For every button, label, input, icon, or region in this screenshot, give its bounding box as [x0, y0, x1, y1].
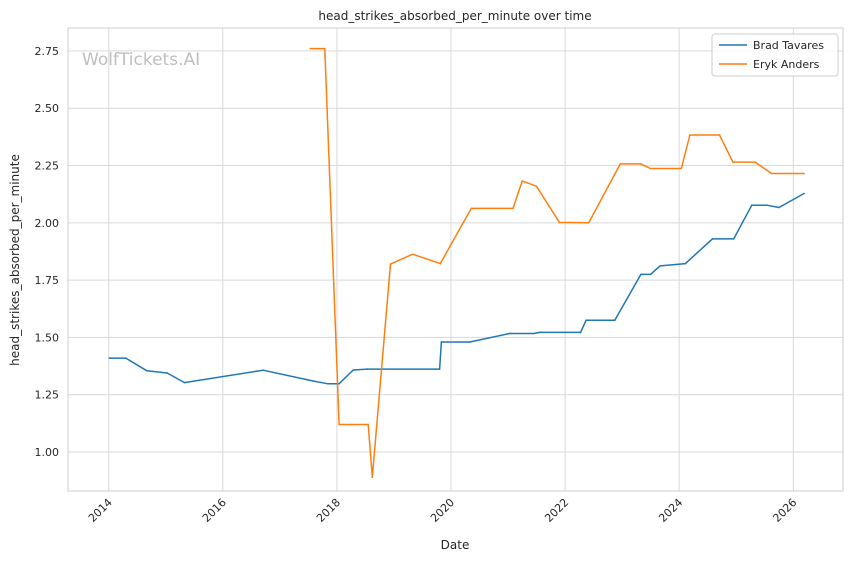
data-point-brad-tavares: [585, 319, 587, 322]
data-point-eryk-anders: [680, 167, 683, 170]
data-point-brad-tavares: [338, 382, 340, 385]
x-axis-title: Date: [441, 538, 470, 552]
data-point-eryk-anders: [439, 262, 442, 265]
plot-area: [68, 28, 843, 491]
plot-frame: [67, 27, 844, 492]
watermark: WolfTickets.AI: [82, 50, 200, 70]
data-point-eryk-anders: [470, 207, 473, 210]
data-point-brad-tavares: [469, 341, 471, 343]
data-point-eryk-anders: [367, 423, 370, 426]
data-point-brad-tavares: [125, 357, 127, 359]
data-point-brad-tavares: [751, 204, 753, 206]
data-point-brad-tavares: [640, 273, 642, 276]
data-point-eryk-anders: [411, 253, 414, 255]
data-point-brad-tavares: [614, 319, 616, 322]
data-point-brad-tavares: [803, 192, 805, 195]
data-point-eryk-anders: [732, 161, 734, 163]
data-point-eryk-anders: [649, 167, 652, 170]
data-point-eryk-anders: [309, 47, 312, 50]
y-tick-label: 1.75: [35, 274, 60, 287]
data-point-eryk-anders: [338, 423, 340, 426]
y-tick-label: 2.75: [35, 45, 60, 58]
data-point-eryk-anders: [558, 221, 561, 224]
legend: Brad Tavares Eryk Anders: [711, 33, 839, 77]
data-point-brad-tavares: [579, 331, 582, 334]
data-point-brad-tavares: [711, 238, 714, 240]
chart-title: head_strikes_absorbed_per_minute over ti…: [318, 9, 591, 23]
data-point-brad-tavares: [183, 381, 186, 384]
y-axis-title: head_strikes_absorbed_per_minute: [8, 154, 22, 366]
series-lines: [108, 47, 805, 479]
data-point-eryk-anders: [389, 263, 392, 265]
data-point-brad-tavares: [508, 332, 511, 335]
grid: [68, 28, 843, 491]
data-point-brad-tavares: [778, 206, 780, 209]
y-tick-label: 2.25: [35, 160, 60, 173]
y-tick-label: 1.25: [35, 389, 60, 402]
data-point-eryk-anders: [718, 134, 721, 136]
data-point-eryk-anders: [521, 180, 523, 182]
data-point-eryk-anders: [535, 185, 538, 187]
series-line-eryk-anders: [310, 47, 804, 478]
y-tick-label: 2.00: [35, 217, 60, 230]
data-point-eryk-anders: [619, 163, 622, 165]
data-point-brad-tavares: [312, 380, 314, 382]
legend-label-brad-tavares: Brad Tavares: [753, 39, 824, 52]
data-point-eryk-anders: [754, 161, 756, 163]
data-point-brad-tavares: [145, 369, 148, 372]
data-point-brad-tavares: [440, 341, 443, 343]
y-tick-label: 2.50: [35, 102, 60, 115]
data-point-brad-tavares: [326, 382, 329, 385]
data-point-eryk-anders: [640, 163, 642, 165]
data-point-eryk-anders: [770, 172, 773, 175]
data-point-eryk-anders: [512, 207, 514, 210]
series-line-brad-tavares: [109, 192, 805, 385]
data-point-brad-tavares: [262, 369, 264, 372]
data-point-brad-tavares: [649, 273, 652, 276]
data-point-brad-tavares: [538, 331, 541, 334]
y-tick-label: 1.00: [35, 446, 60, 459]
data-point-brad-tavares: [684, 262, 687, 265]
data-point-brad-tavares: [533, 332, 535, 335]
data-point-brad-tavares: [108, 357, 111, 359]
data-point-eryk-anders: [587, 222, 590, 224]
legend-label-eryk-anders: Eryk Anders: [753, 58, 820, 71]
data-point-eryk-anders: [803, 172, 805, 175]
data-point-brad-tavares: [766, 204, 768, 206]
data-point-brad-tavares: [732, 238, 735, 240]
data-point-brad-tavares: [366, 368, 369, 370]
data-point-brad-tavares: [166, 372, 168, 374]
data-point-eryk-anders: [324, 47, 326, 50]
data-point-eryk-anders: [689, 134, 691, 136]
data-point-brad-tavares: [659, 265, 661, 267]
data-point-brad-tavares: [438, 368, 441, 370]
data-point-brad-tavares: [352, 369, 355, 371]
data-point-eryk-anders: [371, 476, 374, 479]
y-tick-label: 1.50: [35, 331, 60, 344]
